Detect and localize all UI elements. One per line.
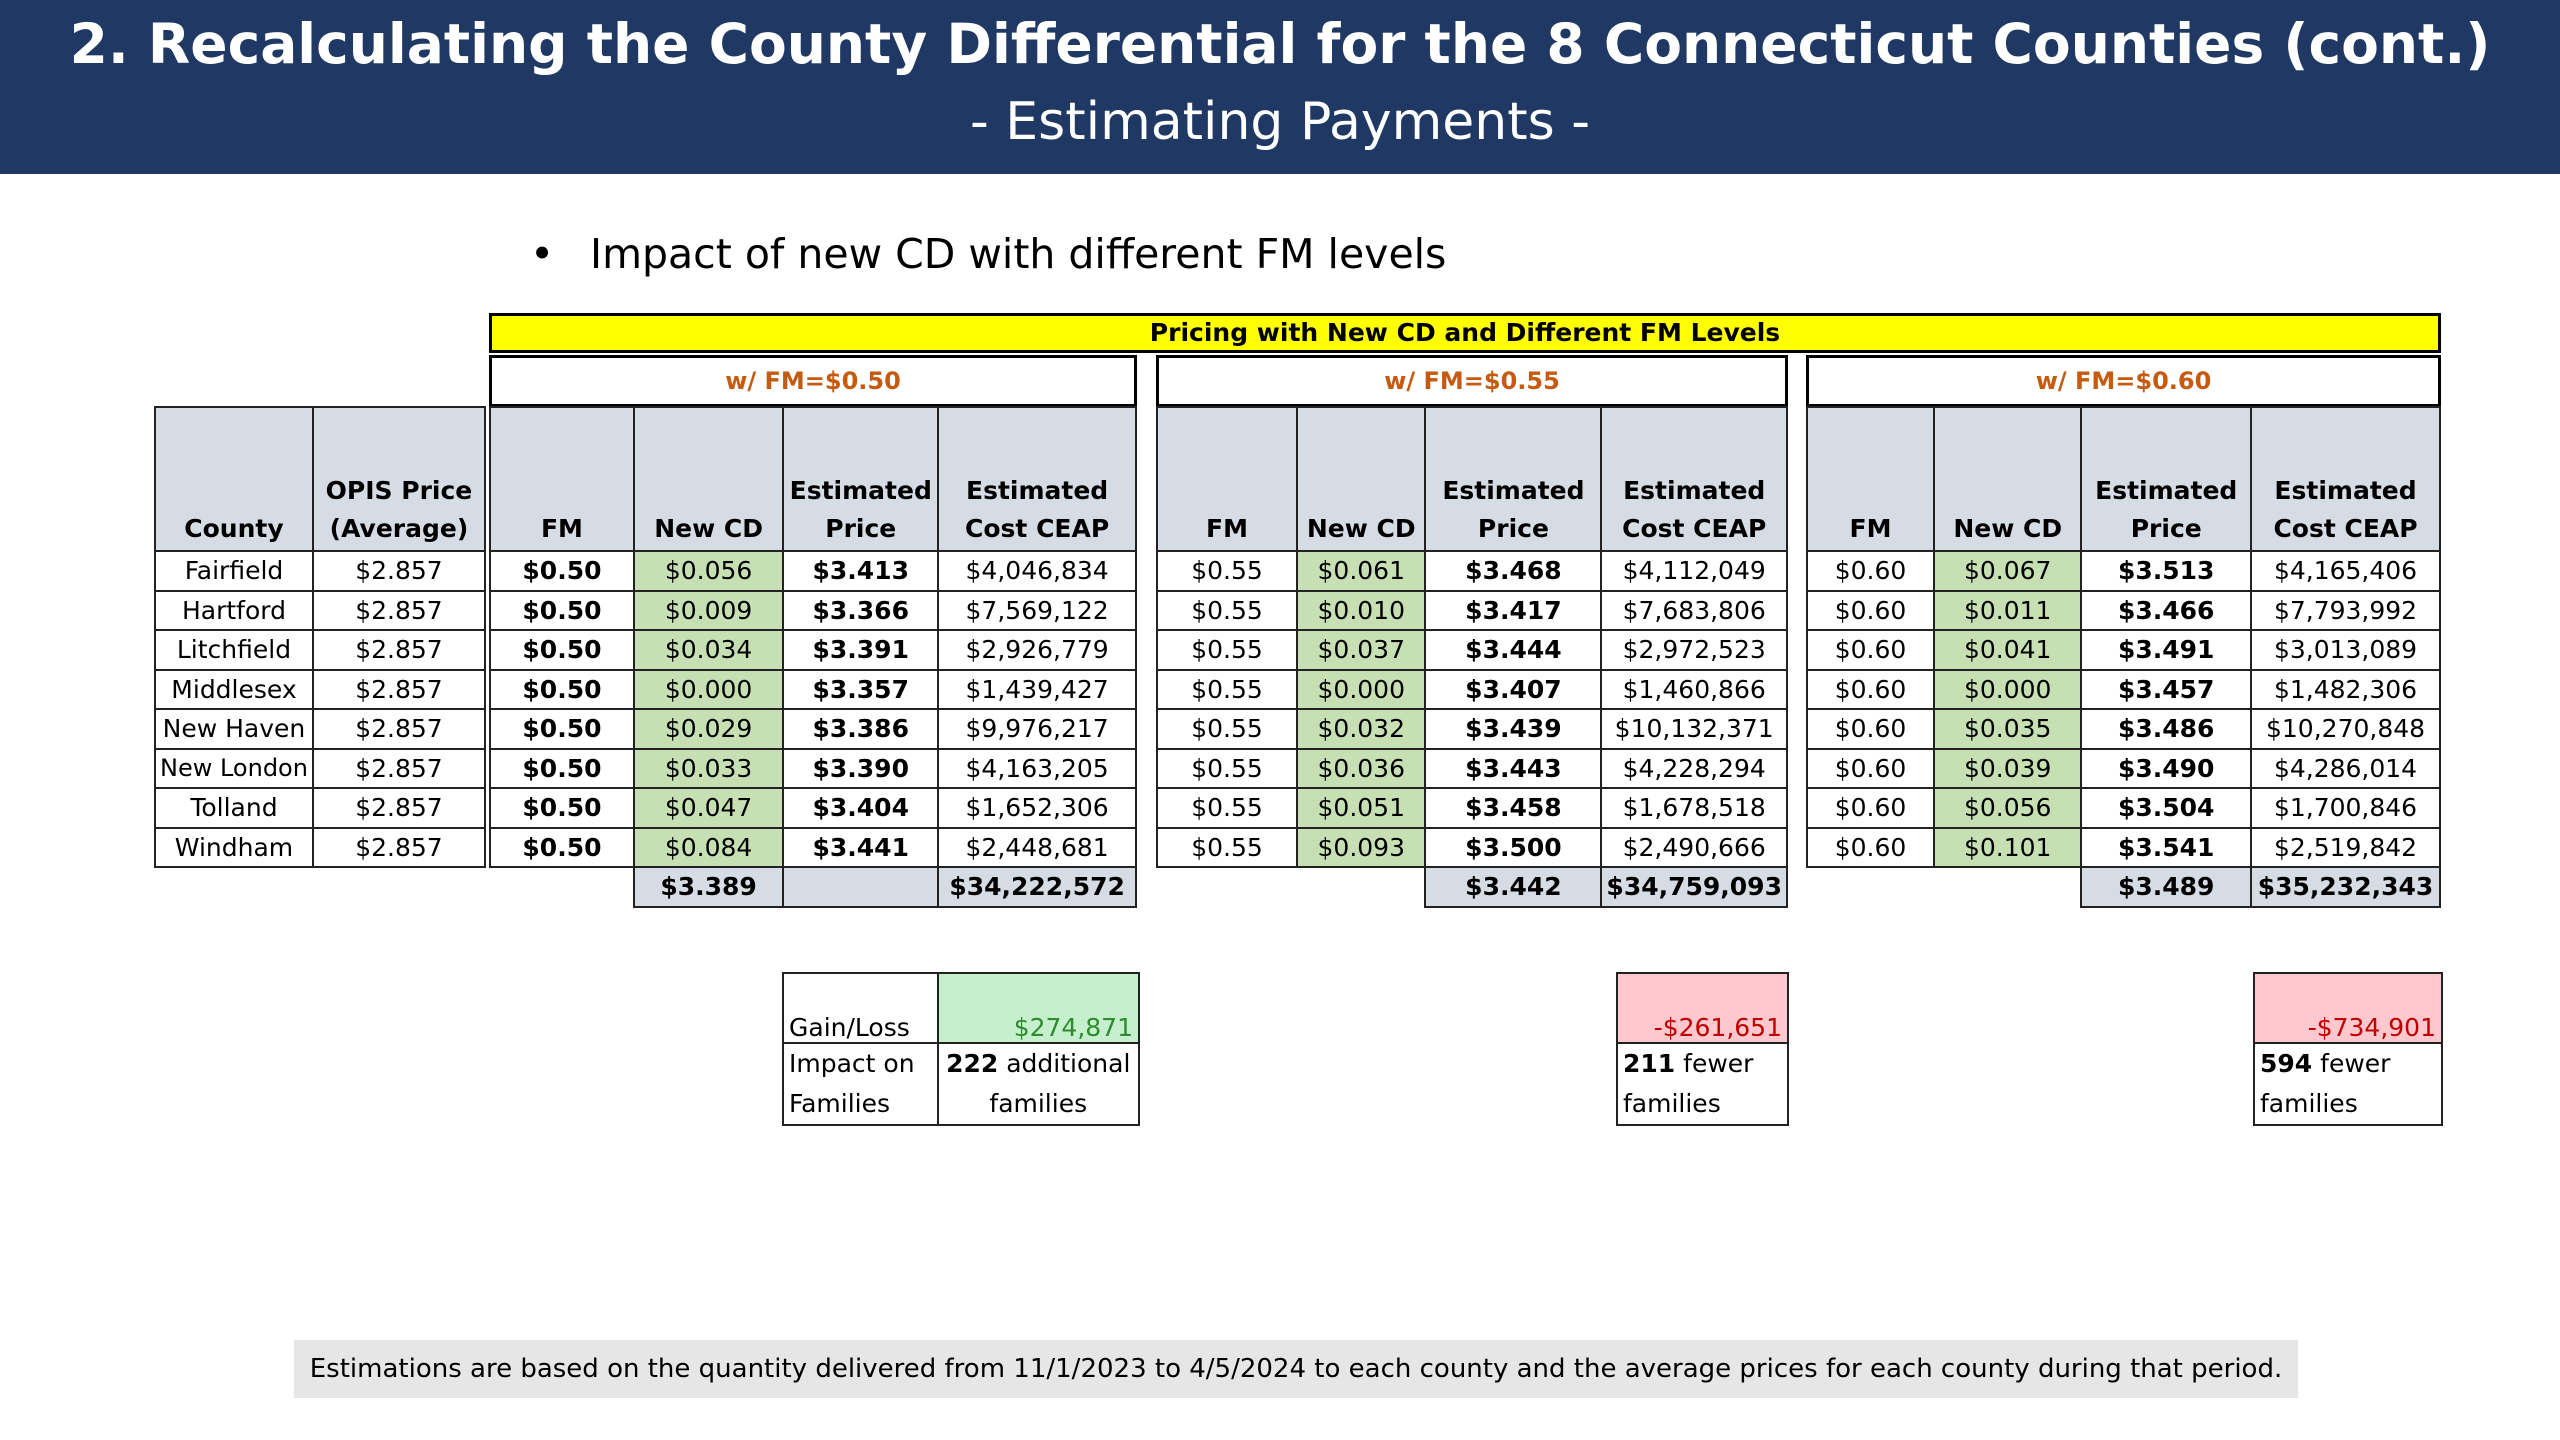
table-row: Hartford $2.857	[154, 589, 487, 631]
table-row: $0.50 $0.047 $3.404 $1,652,306	[489, 787, 1137, 829]
col-opis: OPIS Price (Average)	[311, 406, 487, 552]
slide-title: 2. Recalculating the County Differential…	[69, 12, 2491, 76]
table-row: $0.55 $0.000 $3.407 $1,460,866	[1155, 668, 1788, 710]
col-fm: FM	[489, 406, 635, 552]
fm-060-table: FM New CD Estimated Price Estimated Cost C…	[1805, 406, 2441, 908]
total-row: $3.389 $34,222,572	[490, 866, 1137, 908]
table-row: Middlesex $2.857	[154, 668, 487, 710]
impact-label: Impact on Families	[782, 1042, 939, 1126]
table-row: $0.55 $0.093 $3.500 $2,490,666	[1155, 826, 1788, 868]
table-row: Fairfield $2.857	[154, 550, 487, 592]
group-label-fm-055: w/ FM=$0.55	[1156, 355, 1788, 407]
table-row: $0.60 $0.056 $3.504 $1,700,846	[1805, 787, 2441, 829]
table-row: $0.50 $0.034 $3.391 $2,926,779	[489, 629, 1137, 671]
fm-055-table: FM New CD Estimated Price Estimated Cost C…	[1155, 406, 1788, 908]
table-row: New London $2.857	[154, 747, 487, 789]
bullet-text: Impact of new CD with different FM level…	[590, 230, 1447, 278]
impact-value: 594 fewer families	[2253, 1042, 2443, 1126]
table-row: Tolland $2.857	[154, 787, 487, 829]
total-row: $3.442 $34,759,093	[1157, 866, 1788, 908]
table-row: $0.55 $0.061 $3.468 $4,112,049	[1155, 550, 1788, 592]
col-new-cd: New CD	[632, 406, 785, 552]
pricing-banner: Pricing with New CD and Different FM Lev…	[489, 313, 2441, 353]
table-row: New Haven $2.857	[154, 708, 487, 750]
table-row: $0.50 $0.000 $3.357 $1,439,427	[489, 668, 1137, 710]
table-row: $0.50 $0.084 $3.441 $2,448,681	[489, 826, 1137, 868]
gain-loss-label: Gain/Loss	[782, 972, 939, 1044]
table-row: $0.60 $0.035 $3.486 $10,270,848	[1805, 708, 2441, 750]
gain-loss-value: $274,871	[936, 972, 1140, 1044]
total-row: $3.489 $35,232,343	[1807, 866, 2441, 908]
table-row: Litchfield $2.857	[154, 629, 487, 671]
impact-box-fm-060: -$734,901 594 fewer families	[2253, 972, 2443, 1126]
table-row: $0.55 $0.036 $3.443 $4,228,294	[1155, 747, 1788, 789]
table-row: $0.60 $0.011 $3.466 $7,793,992	[1805, 589, 2441, 631]
impact-value: 211 fewer families	[1616, 1042, 1789, 1126]
county-table: County OPIS Price (Average) Fairfield $2.8…	[154, 406, 487, 868]
table-row: $0.50 $0.009 $3.366 $7,569,122	[489, 589, 1137, 631]
gain-loss-value: -$261,651	[1616, 972, 1789, 1044]
col-est-price: Estimated Price	[782, 406, 940, 552]
fm-050-table: FM New CD Estimated Price Estimated Cost C…	[489, 406, 1137, 908]
group-label-fm-050: w/ FM=$0.50	[489, 355, 1137, 407]
bullet-point: • Impact of new CD with different FM leve…	[530, 230, 1446, 278]
table-row: $0.60 $0.101 $3.541 $2,519,842	[1805, 826, 2441, 868]
table-row: $0.55 $0.032 $3.439 $10,132,371	[1155, 708, 1788, 750]
table-row: $0.50 $0.029 $3.386 $9,976,217	[489, 708, 1137, 750]
table-row: $0.60 $0.041 $3.491 $3,013,089	[1805, 629, 2441, 671]
group-label-fm-060: w/ FM=$0.60	[1806, 355, 2441, 407]
footnote: Estimations are based on the quantity de…	[294, 1340, 2298, 1398]
impact-value: 222 additional families	[936, 1042, 1140, 1126]
slide-header: 2. Recalculating the County Differential…	[0, 0, 2560, 174]
table-row: Windham $2.857	[154, 826, 487, 868]
col-county: County	[154, 406, 314, 552]
table-row: $0.55 $0.037 $3.444 $2,972,523	[1155, 629, 1788, 671]
impact-box-fm-050: Gain/Loss $274,871 Impact on Families 222…	[782, 972, 1140, 1126]
table-row: $0.50 $0.033 $3.390 $4,163,205	[489, 747, 1137, 789]
table-row: $0.55 $0.051 $3.458 $1,678,518	[1155, 787, 1788, 829]
gain-loss-value: -$734,901	[2253, 972, 2443, 1044]
bullet-icon: •	[530, 230, 555, 278]
col-est-cost: Estimated Cost CEAP	[937, 406, 1137, 552]
table-row: $0.60 $0.000 $3.457 $1,482,306	[1805, 668, 2441, 710]
table-row: $0.60 $0.039 $3.490 $4,286,014	[1805, 747, 2441, 789]
table-row: $0.60 $0.067 $3.513 $4,165,406	[1805, 550, 2441, 592]
slide-subtitle: - Estimating Payments -	[970, 92, 1590, 152]
table-row: $0.50 $0.056 $3.413 $4,046,834	[489, 550, 1137, 592]
table-row: $0.55 $0.010 $3.417 $7,683,806	[1155, 589, 1788, 631]
impact-box-fm-055: -$261,651 211 fewer families	[1616, 972, 1789, 1126]
